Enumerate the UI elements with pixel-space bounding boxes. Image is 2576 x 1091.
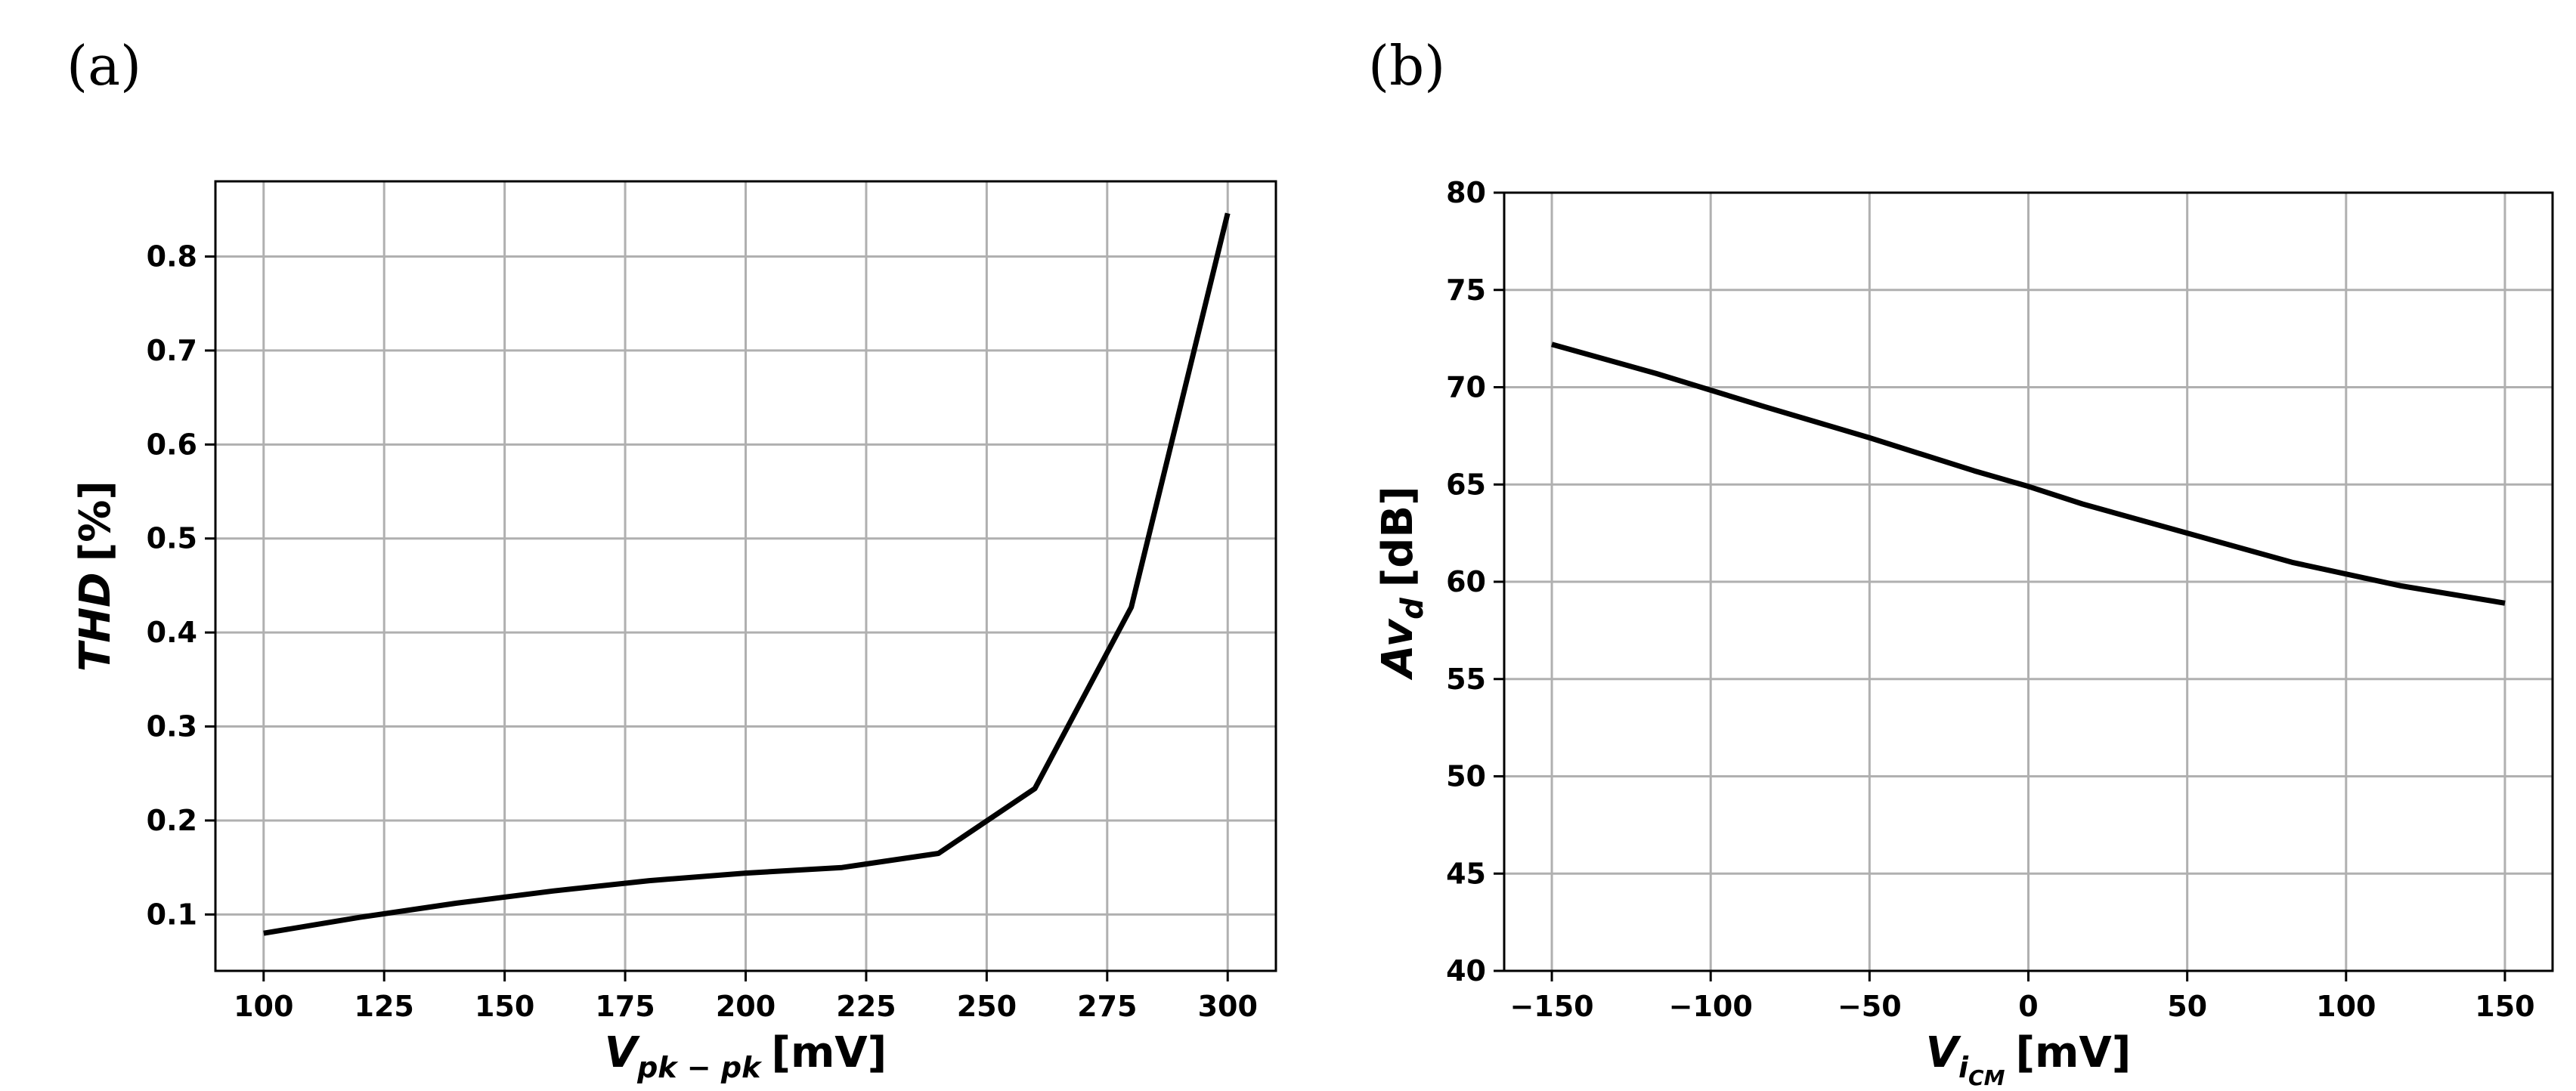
y-axis-label: THD[%] xyxy=(71,481,120,672)
y-tick-label: 0.1 xyxy=(147,898,197,931)
y-tick-label: 40 xyxy=(1446,954,1486,987)
x-tick-label: 150 xyxy=(475,990,534,1023)
x-tick-label: 250 xyxy=(957,990,1017,1023)
x-tick-label: −150 xyxy=(1509,990,1593,1023)
x-tick-label: 0 xyxy=(2018,990,2038,1023)
y-tick-label: 50 xyxy=(1446,760,1486,793)
chart-panel-a: (a) 100 125 150 175 200 225 250 275 300 0.1 0.2 0.3 0… xyxy=(67,34,1277,1084)
y-tick-label: 0.3 xyxy=(147,710,197,743)
y-tick-label: 70 xyxy=(1446,371,1486,404)
x-tick-label: 100 xyxy=(234,990,293,1023)
y-tick-label: 0.6 xyxy=(147,428,197,461)
y-tick-label: 55 xyxy=(1446,663,1486,696)
x-tick-label: 300 xyxy=(1198,990,1258,1023)
y-tick-label: 0.7 xyxy=(147,334,197,367)
x-tick-label: 225 xyxy=(836,990,896,1023)
y-tick-label: 0.5 xyxy=(147,522,197,555)
y-tick-label: 80 xyxy=(1446,176,1486,209)
y-tick-label: 0.2 xyxy=(147,804,197,837)
x-tick-label: 50 xyxy=(2167,990,2207,1023)
x-tick-label: 125 xyxy=(355,990,414,1023)
y-tick-label: 75 xyxy=(1446,274,1486,307)
chart-panel-b: (b) −150 −100 −50 0 50 100 150 40 45 50 55 60 65 70 75 8… xyxy=(1368,34,2554,1090)
panel-label: (b) xyxy=(1368,34,1445,97)
plot-frame xyxy=(214,180,1277,972)
y-tick-label: 65 xyxy=(1446,468,1486,501)
x-tick-label: −50 xyxy=(1838,990,1902,1023)
panel-label: (a) xyxy=(67,34,141,97)
x-axis-label: ViCM[mV] xyxy=(1926,1028,2132,1090)
y-tick-label: 45 xyxy=(1446,857,1486,890)
x-tick-label: 150 xyxy=(2475,990,2534,1023)
x-tick-label: 275 xyxy=(1077,990,1137,1023)
x-tick-label: 175 xyxy=(595,990,655,1023)
x-tick-label: −100 xyxy=(1669,990,1753,1023)
y-tick-label: 60 xyxy=(1446,565,1486,598)
y-axis-label: Avd[dB] xyxy=(1373,486,1430,680)
x-tick-label: 100 xyxy=(2316,990,2376,1023)
x-tick-label: 200 xyxy=(716,990,776,1023)
y-tick-label: 0.4 xyxy=(147,616,197,649)
y-tick-label: 0.8 xyxy=(147,240,197,274)
x-axis-label: Vpk − pk [mV] xyxy=(605,1028,887,1084)
plot-frame xyxy=(1503,191,2554,972)
